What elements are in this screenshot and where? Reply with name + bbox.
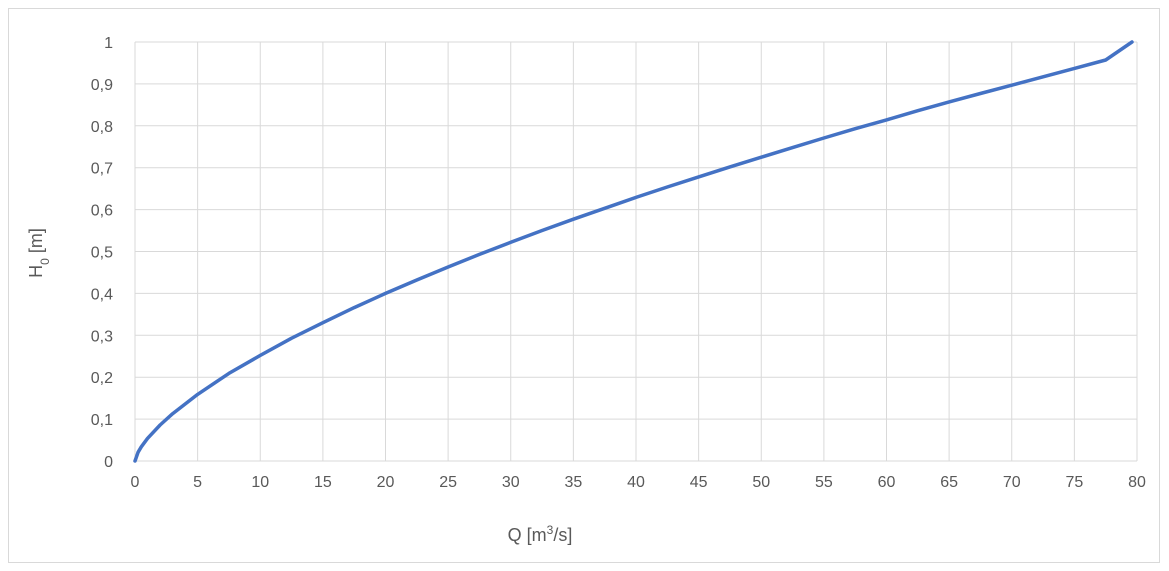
y-tick-label: 0,8 bbox=[91, 119, 113, 136]
y-tick-label: 0,3 bbox=[91, 328, 113, 345]
x-tick-label: 40 bbox=[627, 474, 645, 491]
x-axis-label-base: Q [m bbox=[508, 525, 547, 545]
x-axis-label: Q [m3/s] bbox=[508, 523, 573, 545]
x-tick-label: 75 bbox=[1065, 474, 1083, 491]
series-line bbox=[133, 40, 1134, 463]
y-axis-label-base: H bbox=[26, 265, 46, 278]
y-tick-labels: 0 0,1 0,2 0,3 0,4 0,5 0,6 0,7 0,8 0,9 1 bbox=[91, 35, 113, 471]
horizontal-gridlines bbox=[135, 41, 1137, 462]
y-tick-label: 0,7 bbox=[91, 161, 113, 178]
y-tick-label: 0,6 bbox=[91, 203, 113, 220]
x-tick-label: 10 bbox=[251, 474, 269, 491]
y-tick-label: 0,5 bbox=[91, 245, 113, 262]
y-tick-label: 0,4 bbox=[91, 286, 113, 303]
x-tick-label: 50 bbox=[752, 474, 770, 491]
y-axis-label-sub: 0 bbox=[38, 258, 52, 265]
chart: 0 5 10 15 20 25 30 35 40 45 50 55 60 65 70 75 80 00,10,2… bbox=[26, 35, 1146, 545]
x-tick-label: 25 bbox=[439, 474, 457, 491]
x-tick-label: 80 bbox=[1128, 474, 1146, 491]
y-tick-label: 0 bbox=[104, 454, 113, 471]
y-axis-label: H0 [m] bbox=[26, 228, 52, 278]
x-tick-label: 65 bbox=[940, 474, 958, 491]
series-group bbox=[133, 40, 1134, 463]
y-tick-label: 1 bbox=[104, 35, 113, 52]
x-tick-labels: 0 5 10 15 20 25 30 35 40 45 50 55 60 65 70 75 80 bbox=[131, 474, 1146, 491]
x-tick-label: 60 bbox=[878, 474, 896, 491]
x-tick-label: 35 bbox=[564, 474, 582, 491]
x-tick-label: 5 bbox=[193, 474, 202, 491]
y-tick-label: 0,9 bbox=[91, 77, 113, 94]
y-axis-label-tail: [m] bbox=[26, 228, 46, 258]
x-tick-label: 20 bbox=[377, 474, 395, 491]
x-tick-label: 30 bbox=[502, 474, 520, 491]
chart-area: 0 5 10 15 20 25 30 35 40 45 50 55 60 65 70 75 80 0 0,1 0,2… bbox=[8, 8, 1160, 563]
y-tick-label: 0,1 bbox=[91, 412, 113, 429]
x-tick-label: 55 bbox=[815, 474, 833, 491]
x-axis-label-tail: /s] bbox=[553, 525, 572, 545]
x-tick-label: 15 bbox=[314, 474, 332, 491]
x-tick-label: 0 bbox=[131, 474, 140, 491]
x-tick-label: 45 bbox=[690, 474, 708, 491]
x-tick-label: 70 bbox=[1003, 474, 1021, 491]
x-axis-label-sup: 3 bbox=[547, 523, 554, 537]
y-tick-label: 0,2 bbox=[91, 370, 113, 387]
